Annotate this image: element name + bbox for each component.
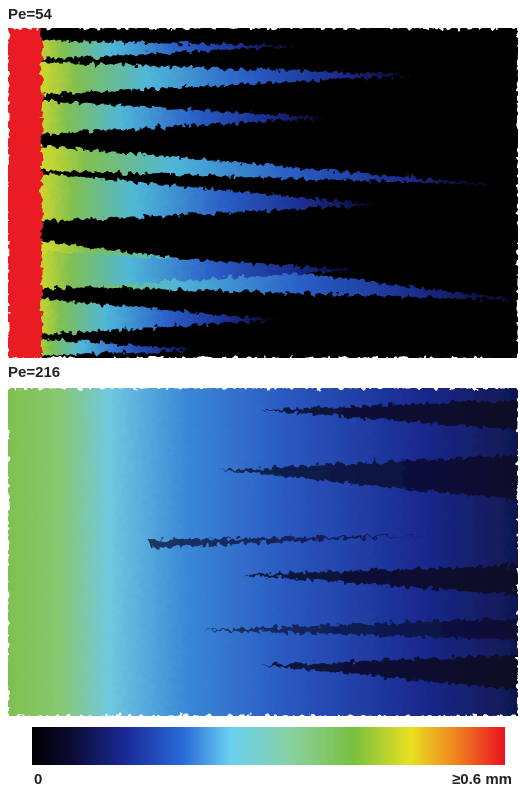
colorbar-min-label: 0 — [34, 771, 42, 788]
figure: Pe=54 Pe=216 0 ≥0.6 mm — [0, 0, 520, 793]
panel-label: Pe=54 — [8, 6, 52, 23]
page: Pe=54 Pe=216 0 ≥0.6 mm (() => { const da… — [0, 0, 520, 793]
colorbar — [32, 727, 505, 765]
panel-image — [8, 388, 518, 716]
panel-label: Pe=216 — [8, 364, 60, 381]
panel-image — [8, 28, 518, 358]
colorbar-max-label: ≥0.6 mm — [452, 771, 512, 788]
